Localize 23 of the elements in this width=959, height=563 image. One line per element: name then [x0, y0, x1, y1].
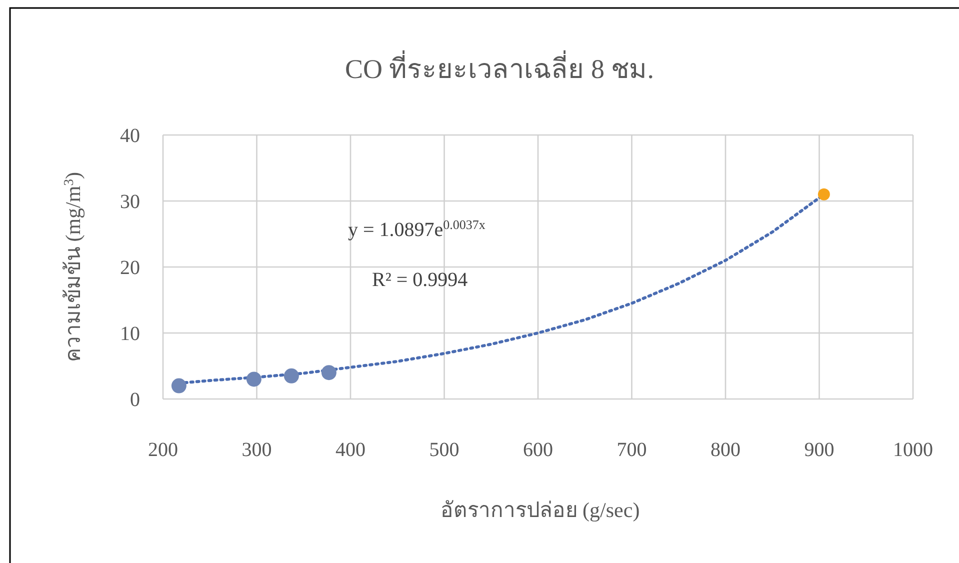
x-tick-label: 500 [429, 439, 460, 461]
y-tick-label: 0 [130, 389, 140, 411]
point [171, 378, 186, 394]
point [284, 368, 299, 384]
y-tick-label: 40 [120, 125, 140, 147]
x-tick-label: 700 [616, 439, 647, 461]
x-tick-label: 1000 [893, 439, 933, 461]
y-tick-label: 30 [120, 191, 140, 213]
x-tick-label: 600 [523, 439, 553, 461]
y-tick-label: 10 [120, 323, 140, 345]
x-tick-label: 800 [710, 439, 740, 461]
annotation: y = 1.0897e$^{0.0037x}$ [348, 216, 486, 241]
chart-title: CO ที่ระยะเวลาเฉลี่ย 8 ชม. [344, 50, 654, 84]
x-tick-label: 900 [804, 439, 834, 461]
point [246, 372, 262, 387]
y-tick-label: 20 [120, 257, 140, 279]
x-tick-label: 300 [242, 439, 272, 461]
point [321, 365, 336, 380]
x-axis-title: อัตราการปล่อย (g/sec) [440, 498, 640, 522]
x-tick-label: 200 [148, 439, 178, 461]
annotation: R² = 0.9994 [372, 269, 468, 291]
point [818, 188, 830, 200]
x-tick-label: 400 [336, 439, 366, 461]
